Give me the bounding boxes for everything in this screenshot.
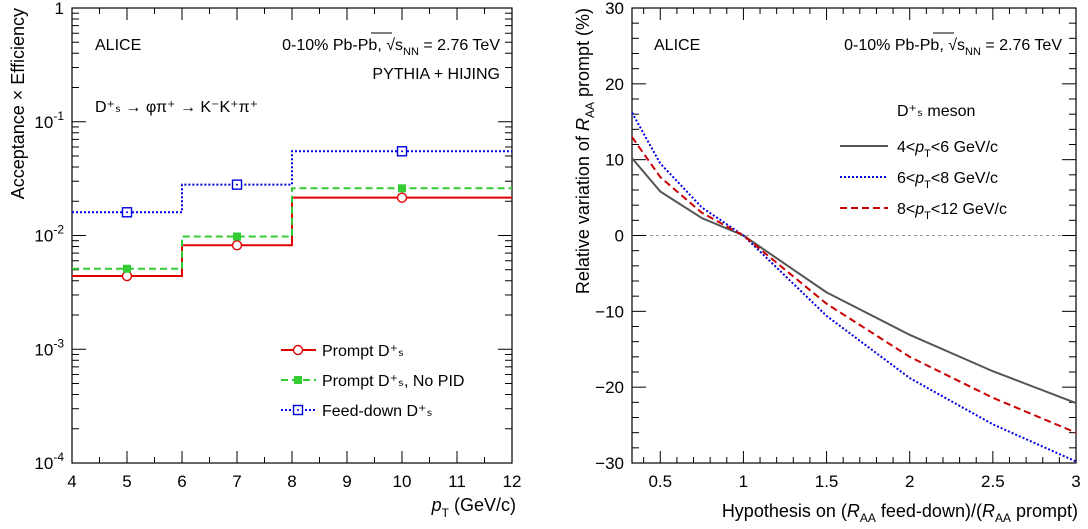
right-legend-title: D⁺ₛ meson <box>897 103 975 120</box>
left-series <box>72 146 512 282</box>
y-tick-label: 20 <box>605 75 624 94</box>
y-tick-label: 1 <box>55 0 64 18</box>
x-tick-label: 0.5 <box>648 472 672 491</box>
left-y-axis-label: Acceptance × Efficiency <box>8 8 28 199</box>
y-tick-label: −10 <box>595 302 624 321</box>
data-point <box>231 240 243 251</box>
right-x-ticks: 0.5 1 1.5 2 2.5 3 <box>643 8 1081 491</box>
series-1 <box>72 184 512 273</box>
x-tick-label: 8 <box>287 472 296 491</box>
data-point <box>121 270 133 282</box>
left-decay-label: D⁺ₛ → φπ⁺ → K⁻K⁺π⁺ <box>95 99 258 116</box>
x-tick-label: 4 <box>67 472 76 491</box>
legend-marker <box>294 376 302 384</box>
right-series <box>631 112 1077 463</box>
x-tick-label: 3 <box>1071 472 1080 491</box>
legend-label: 4<pT<6 GeV/c <box>897 139 998 160</box>
right-x-axis-label: Hypothesis on (RAA feed-down)/(RAA promp… <box>722 501 1078 525</box>
x-tick-label: 1 <box>739 472 748 491</box>
data-point <box>396 192 408 203</box>
x-tick-label: 12 <box>503 472 522 491</box>
x-tick-label: 6 <box>177 472 186 491</box>
y-tick-label: 10-4 <box>34 450 64 473</box>
x-tick-label: 1.5 <box>815 472 839 491</box>
y-tick-label: −20 <box>595 378 624 397</box>
x-tick-label: 10 <box>393 472 412 491</box>
legend-marker-center <box>297 409 299 411</box>
series-line <box>72 187 512 270</box>
left-panel: 4 5 6 7 8 9 10 11 12 10-4 10-3 10-2 10-1 1 ALICE 0-1… <box>8 0 521 520</box>
left-x-ticks: 4 5 6 7 8 9 10 11 12 <box>67 8 521 491</box>
right-panel: 0.5 1 1.5 2 2.5 3 −30 −20 −10 0 10 20 30 ALICE 0-10… <box>573 0 1081 525</box>
right-y-ticks: −30 −20 −10 0 10 20 30 <box>595 0 1076 473</box>
data-point-center <box>401 150 403 153</box>
series-0-line <box>631 157 1077 405</box>
data-point-center <box>236 183 238 186</box>
series-1-line <box>631 112 1077 463</box>
right-experiment-label: ALICE <box>654 37 700 54</box>
left-generator-label: PYTHIA + HIJING <box>372 66 500 83</box>
series-0 <box>72 192 512 282</box>
left-system-label: 0-10% Pb-Pb, √sNN = 2.76 TeV <box>282 37 500 58</box>
x-tick-label: 7 <box>232 472 241 491</box>
right-y-axis-label: Relative variation of RAA prompt (%) <box>573 8 597 294</box>
left-y-ticks: 10-4 10-3 10-2 10-1 1 <box>34 0 512 473</box>
y-tick-label: 10 <box>605 151 624 170</box>
data-point <box>233 232 241 241</box>
data-point <box>398 184 406 193</box>
y-tick-label: −30 <box>595 454 624 473</box>
y-tick-label: 30 <box>605 0 624 18</box>
legend-label: 8<pT<12 GeV/c <box>897 201 1007 222</box>
y-tick-label: 0 <box>615 227 624 246</box>
series-2-line <box>631 136 1077 434</box>
right-legend: 4<pT<6 GeV/c 6<pT<8 GeV/c 8<pT<12 GeV/c <box>840 139 1007 222</box>
legend-label: Feed-down D⁺ₛ <box>322 403 432 420</box>
legend-marker <box>292 344 304 356</box>
left-experiment-label: ALICE <box>95 37 141 54</box>
data-point-center <box>126 211 128 214</box>
right-system-label: 0-10% Pb-Pb, √sNN = 2.76 TeV <box>844 37 1062 58</box>
y-tick-label: 10-3 <box>34 336 64 359</box>
left-x-axis-label: pT (GeV/c) <box>431 495 516 520</box>
legend-label: 6<pT<8 GeV/c <box>897 170 998 191</box>
series-2 <box>72 146 512 218</box>
left-legend: Prompt D⁺ₛ Prompt D⁺ₛ, No PID Feed-down D⁺… <box>281 343 464 420</box>
data-point <box>123 264 131 273</box>
x-tick-label: 9 <box>342 472 351 491</box>
x-tick-label: 11 <box>448 472 466 491</box>
legend-label: Prompt D⁺ₛ, No PID <box>322 373 464 390</box>
x-tick-label: 2.5 <box>981 472 1005 491</box>
y-tick-label: 10-1 <box>34 109 64 132</box>
legend-label: Prompt D⁺ₛ <box>322 343 404 360</box>
x-tick-label: 2 <box>905 472 914 491</box>
y-tick-label: 10-2 <box>34 223 64 246</box>
x-tick-label: 5 <box>122 472 131 491</box>
